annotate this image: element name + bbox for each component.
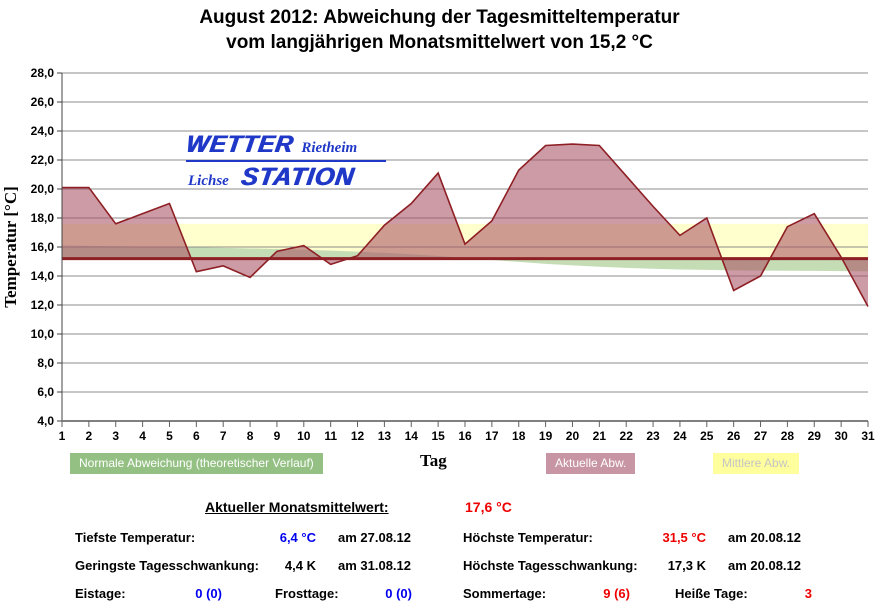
x-axis-title: Tag bbox=[420, 451, 447, 470]
hoechste-tagesschwankung-date: am 20.08.12 bbox=[728, 558, 802, 573]
y-tick-label: 4,0 bbox=[37, 414, 54, 428]
logo-row-1: WETTER Rietheim bbox=[184, 131, 386, 162]
logo-station-text: STATION bbox=[238, 163, 356, 191]
monatsmittelwert-label: Aktueller Monatsmittelwert: bbox=[205, 499, 389, 515]
x-tick-label: 25 bbox=[700, 429, 714, 443]
x-tick-label: 23 bbox=[646, 429, 660, 443]
sommertage-label: Sommertage: bbox=[463, 586, 547, 601]
aktuelle-abw-line bbox=[62, 143, 869, 307]
legend-mittlere-abweichung: Mittlere Abw. bbox=[713, 453, 800, 474]
x-tick-label: 11 bbox=[324, 429, 337, 443]
hoechste-tagesschwankung-value: 17,3 K bbox=[667, 558, 706, 573]
y-tick-label: 26,0 bbox=[31, 95, 55, 109]
x-tick-label: 10 bbox=[297, 429, 311, 443]
x-tick-label: 12 bbox=[351, 429, 365, 443]
x-tick-label: 29 bbox=[808, 429, 822, 443]
y-tick-label: 28,0 bbox=[31, 66, 55, 80]
x-tick-label: 21 bbox=[593, 429, 607, 443]
x-tick-label: 7 bbox=[220, 429, 227, 443]
y-tick-label: 22,0 bbox=[31, 153, 55, 167]
y-tick-label: 18,0 bbox=[31, 211, 55, 225]
x-tick-label: 15 bbox=[431, 429, 445, 443]
y-axis-title: Temperatur [°C] bbox=[1, 186, 20, 308]
legend-normale-abweichung: Normale Abweichung (theoretischer Verlau… bbox=[70, 453, 323, 474]
y-tick-label: 12,0 bbox=[31, 298, 55, 312]
tiefste-temperatur-label: Tiefste Temperatur: bbox=[75, 530, 196, 545]
logo-wetter-text: WETTER bbox=[184, 131, 296, 158]
logo-row-2: Lichse STATION bbox=[186, 163, 386, 192]
frosttage-label: Frosttage: bbox=[275, 586, 339, 601]
x-tick-label: 20 bbox=[566, 429, 580, 443]
y-tick-label: 14,0 bbox=[31, 269, 55, 283]
tiefste-temperatur-value: 6,4 °C bbox=[279, 530, 316, 545]
temperature-deviation-chart: 4,0 6,0 8,0 10,0 12,0 14,0 16,0 18,0 20,0 22,0 24,… bbox=[1, 66, 875, 443]
eistage-value: 0 (0) bbox=[195, 586, 222, 601]
logo-lichse-text: Lichse bbox=[188, 173, 229, 189]
page-title: August 2012: Abweichung der Tagesmittelt… bbox=[0, 5, 879, 55]
geringste-tagesschwankung-date: am 31.08.12 bbox=[338, 558, 412, 573]
eistage-label: Eistage: bbox=[75, 586, 126, 601]
hoechste-temperatur-date: am 20.08.12 bbox=[728, 530, 802, 545]
x-tick-label: 2 bbox=[86, 429, 93, 443]
title-line-2: vom langjährigen Monatsmittelwert von 15… bbox=[226, 32, 653, 53]
title-line-1: August 2012: Abweichung der Tagesmittelt… bbox=[199, 7, 680, 28]
x-tick-label: 19 bbox=[539, 429, 553, 443]
geringste-tagesschwankung-value: 4,4 K bbox=[284, 558, 316, 573]
y-tick-label: 10,0 bbox=[31, 327, 55, 341]
y-tick-label: 6,0 bbox=[37, 385, 54, 399]
x-tick-label: 9 bbox=[274, 429, 281, 443]
x-tick-label: 16 bbox=[458, 429, 472, 443]
x-tick-label: 28 bbox=[781, 429, 795, 443]
x-tick-label: 4 bbox=[139, 429, 146, 443]
x-tick-label: 27 bbox=[754, 429, 768, 443]
monatsmittelwert-value: 17,6 °C bbox=[465, 499, 512, 515]
x-tick-label: 5 bbox=[166, 429, 173, 443]
y-tick-label: 20,0 bbox=[31, 182, 55, 196]
y-tick-label: 8,0 bbox=[37, 356, 54, 370]
x-tick-label: 24 bbox=[673, 429, 687, 443]
hoechste-temperatur-label: Höchste Temperatur: bbox=[463, 530, 593, 545]
aktuelle-abw-area bbox=[62, 144, 868, 307]
x-tick-label: 13 bbox=[378, 429, 392, 443]
x-tick-label: 3 bbox=[112, 429, 119, 443]
heisse-tage-label: Heiße Tage: bbox=[675, 586, 748, 601]
x-tick-label: 1 bbox=[59, 429, 66, 443]
x-tick-label: 8 bbox=[247, 429, 254, 443]
x-tick-label: 6 bbox=[193, 429, 200, 443]
legend-aktuelle-abweichung: Aktuelle Abw. bbox=[546, 453, 636, 474]
frosttage-value: 0 (0) bbox=[385, 586, 412, 601]
logo-rietheim-text: Rietheim bbox=[301, 140, 358, 156]
weather-station-logo: WETTER Rietheim Lichse STATION bbox=[184, 131, 386, 192]
x-tick-label: 18 bbox=[512, 429, 526, 443]
x-tick-label: 14 bbox=[405, 429, 419, 443]
hoechste-temperatur-value: 31,5 °C bbox=[662, 530, 706, 545]
x-tick-label: 17 bbox=[485, 429, 499, 443]
x-tick-label: 30 bbox=[834, 429, 848, 443]
sommertage-value: 9 (6) bbox=[603, 586, 630, 601]
x-tick-label: 31 bbox=[861, 429, 875, 443]
geringste-tagesschwankung-label: Geringste Tagesschwankung: bbox=[75, 558, 259, 573]
y-tick-label: 24,0 bbox=[31, 124, 55, 138]
y-tick-label: 16,0 bbox=[31, 240, 55, 254]
x-tick-label: 26 bbox=[727, 429, 741, 443]
hoechste-tagesschwankung-label: Höchste Tagesschwankung: bbox=[463, 558, 638, 573]
x-tick-label: 22 bbox=[620, 429, 634, 443]
heisse-tage-value: 3 bbox=[804, 586, 812, 601]
tiefste-temperatur-date: am 27.08.12 bbox=[338, 530, 412, 545]
